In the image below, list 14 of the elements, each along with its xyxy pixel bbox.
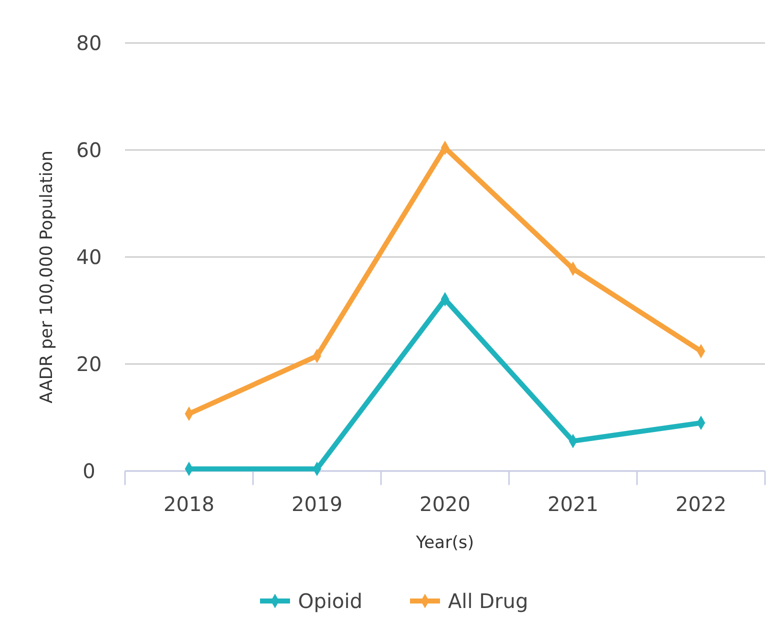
y-tick-label: 0 <box>82 459 96 483</box>
x-axis-title: Year(s) <box>414 533 474 553</box>
legend-label: All Drug <box>448 589 528 613</box>
x-tick-label: 2021 <box>548 492 598 516</box>
y-tick-label: 20 <box>76 352 102 376</box>
legend-label: Opioid <box>298 589 362 613</box>
y-tick-label: 80 <box>76 31 102 55</box>
y-tick-label: 40 <box>76 245 102 269</box>
x-tick-label: 2019 <box>292 492 342 516</box>
y-tick-label: 60 <box>76 138 102 162</box>
x-tick-label: 2022 <box>676 492 726 516</box>
y-axis-title: AADR per 100,000 Population <box>37 150 57 404</box>
x-tick-label: 2018 <box>164 492 214 516</box>
x-tick-label: 2020 <box>420 492 470 516</box>
